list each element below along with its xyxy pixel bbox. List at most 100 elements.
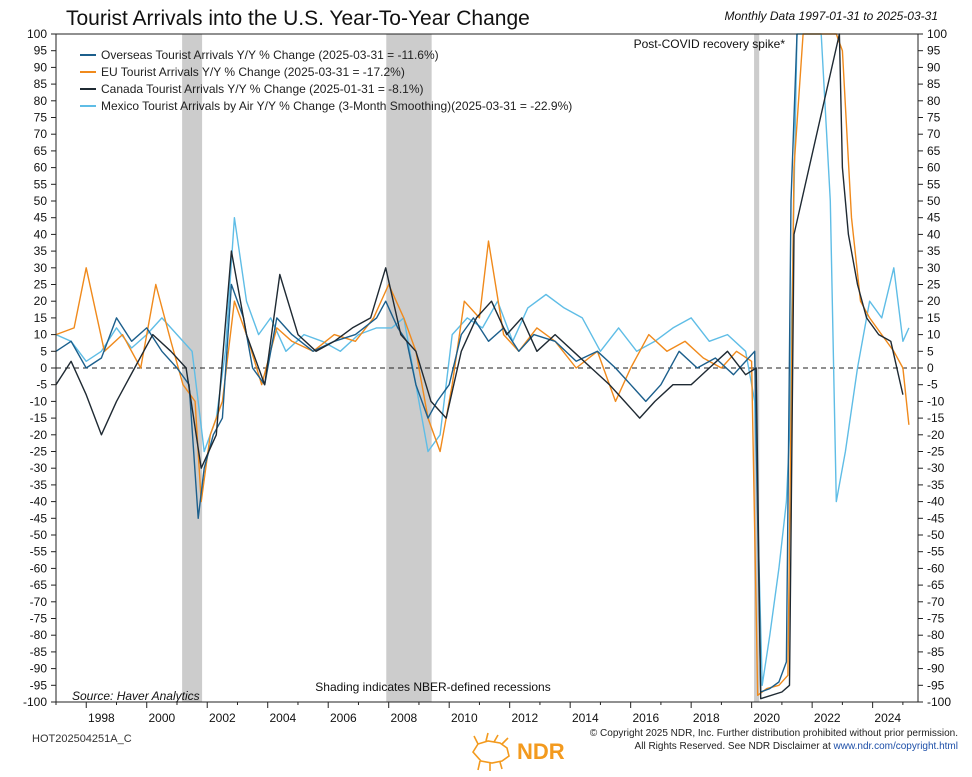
y-tick-label-left: -90 [30, 662, 48, 676]
y-tick-label-right: -65 [927, 578, 945, 592]
y-tick-label-left: 85 [34, 77, 48, 91]
y-tick-label-left: 45 [34, 211, 48, 225]
y-tick-label-right: 60 [927, 161, 941, 175]
y-tick-label-right: 90 [927, 60, 941, 74]
legend-label-2: EU Tourist Arrivals Y/Y % Change (2025-0… [101, 65, 405, 79]
y-tick-label-right: 85 [927, 77, 941, 91]
copyright-line-1: © Copyright 2025 NDR, Inc. Further distr… [590, 728, 958, 739]
y-tick-label-right: 20 [927, 294, 941, 308]
y-axis-right: 1009590858075706560555045403530252015105… [918, 27, 951, 709]
x-tick-label: 2008 [390, 711, 417, 725]
y-tick-label-right: 75 [927, 111, 941, 125]
y-tick-label-left: -75 [30, 612, 48, 626]
y-tick-label-right: -45 [927, 511, 945, 525]
y-tick-label-left: 15 [34, 311, 48, 325]
series-line-2 [55, 33, 910, 696]
y-tick-label-right: 25 [927, 278, 941, 292]
x-tick-label: 2016 [632, 711, 659, 725]
y-tick-label-right: -15 [927, 411, 945, 425]
y-tick-label-left: -5 [36, 378, 47, 392]
y-tick-label-left: -70 [30, 595, 48, 609]
y-tick-label-left: 50 [34, 194, 48, 208]
series-line-1 [55, 33, 798, 693]
copyright-link[interactable]: www.ndr.com/copyright.html [833, 741, 959, 752]
y-tick-label-right: -80 [927, 628, 945, 642]
y-tick-label-left: 10 [34, 328, 48, 342]
y-tick-label-right: -55 [927, 545, 945, 559]
y-tick-label-left: 65 [34, 144, 48, 158]
y-tick-label-right: -75 [927, 612, 945, 626]
chart-period: Monthly Data 1997-01-31 to 2025-03-31 [725, 9, 938, 23]
y-tick-label-left: -20 [30, 428, 48, 442]
legend-label-4: Mexico Tourist Arrivals by Air Y/Y % Cha… [101, 99, 572, 113]
x-tick-label: 2024 [874, 711, 901, 725]
y-tick-label-right: 100 [927, 27, 947, 41]
y-tick-label-right: -60 [927, 561, 945, 575]
y-tick-label-left: 80 [34, 94, 48, 108]
copyright-disclaimer: All Rights Reserved. See NDR Disclaimer … [635, 741, 834, 752]
legend-label-3: Canada Tourist Arrivals Y/Y % Change (20… [101, 82, 424, 96]
y-tick-label-right: 0 [927, 361, 934, 375]
y-tick-label-right: -90 [927, 662, 945, 676]
x-tick-label: 2014 [572, 711, 599, 725]
y-tick-label-right: -5 [927, 378, 938, 392]
y-tick-label-right: -10 [927, 394, 945, 408]
y-tick-label-right: -50 [927, 528, 945, 542]
y-tick-label-left: -45 [30, 511, 48, 525]
y-tick-label-left: 40 [34, 227, 48, 241]
ndr-logo: NDR [472, 732, 565, 771]
y-tick-label-left: -60 [30, 561, 48, 575]
annotation-covid-spike: Post-COVID recovery spike* [634, 37, 786, 51]
y-tick-label-right: 10 [927, 328, 941, 342]
y-tick-label-right: 65 [927, 144, 941, 158]
y-tick-label-right: 15 [927, 311, 941, 325]
y-tick-label-left: 20 [34, 294, 48, 308]
y-tick-label-left: 95 [34, 44, 48, 58]
copyright-line-2: All Rights Reserved. See NDR Disclaimer … [635, 741, 958, 752]
y-tick-label-left: -85 [30, 645, 48, 659]
y-tick-label-right: -100 [927, 695, 951, 709]
y-tick-label-right: 70 [927, 127, 941, 141]
y-tick-label-right: 50 [927, 194, 941, 208]
y-tick-label-left: 55 [34, 177, 48, 191]
x-tick-label: 2000 [149, 711, 176, 725]
y-tick-label-left: 60 [34, 161, 48, 175]
x-tick-label: 2002 [209, 711, 236, 725]
y-tick-label-left: 35 [34, 244, 48, 258]
y-tick-label-right: -20 [927, 428, 945, 442]
recession-note: Shading indicates NBER-defined recession… [315, 680, 550, 694]
y-tick-label-left: 5 [40, 344, 47, 358]
y-tick-label-left: 100 [27, 27, 47, 41]
y-tick-label-right: -40 [927, 495, 945, 509]
y-tick-label-left: 75 [34, 111, 48, 125]
bull-icon [472, 732, 510, 771]
chart-code: HOT202504251A_C [32, 733, 132, 745]
y-tick-label-left: 30 [34, 261, 48, 275]
y-tick-label-right: -25 [927, 445, 945, 459]
y-tick-label-right: -95 [927, 678, 945, 692]
y-tick-label-right: 55 [927, 177, 941, 191]
y-tick-label-right: 5 [927, 344, 934, 358]
chart-title: Tourist Arrivals into the U.S. Year-To-Y… [66, 7, 530, 30]
y-tick-label-right: -30 [927, 461, 945, 475]
y-tick-label-right: 35 [927, 244, 941, 258]
y-tick-label-left: -95 [30, 678, 48, 692]
x-tick-label: 2006 [330, 711, 357, 725]
y-tick-label-left: -100 [23, 695, 47, 709]
legend-label-1: Overseas Tourist Arrivals Y/Y % Change (… [101, 48, 439, 62]
x-tick-label: 2018 [693, 711, 720, 725]
y-tick-label-left: 0 [40, 361, 47, 375]
source-label: Source: Haver Analytics [72, 689, 200, 703]
y-tick-label-left: -10 [30, 394, 48, 408]
series-line-3 [55, 33, 904, 700]
y-tick-label-left: 90 [34, 60, 48, 74]
y-tick-label-right: 45 [927, 211, 941, 225]
x-tick-label: 2020 [753, 711, 780, 725]
y-tick-label-left: -55 [30, 545, 48, 559]
x-tick-label: 2010 [451, 711, 478, 725]
y-tick-label-right: 40 [927, 227, 941, 241]
y-tick-label-right: 80 [927, 94, 941, 108]
y-tick-label-left: -65 [30, 578, 48, 592]
y-tick-label-right: 95 [927, 44, 941, 58]
